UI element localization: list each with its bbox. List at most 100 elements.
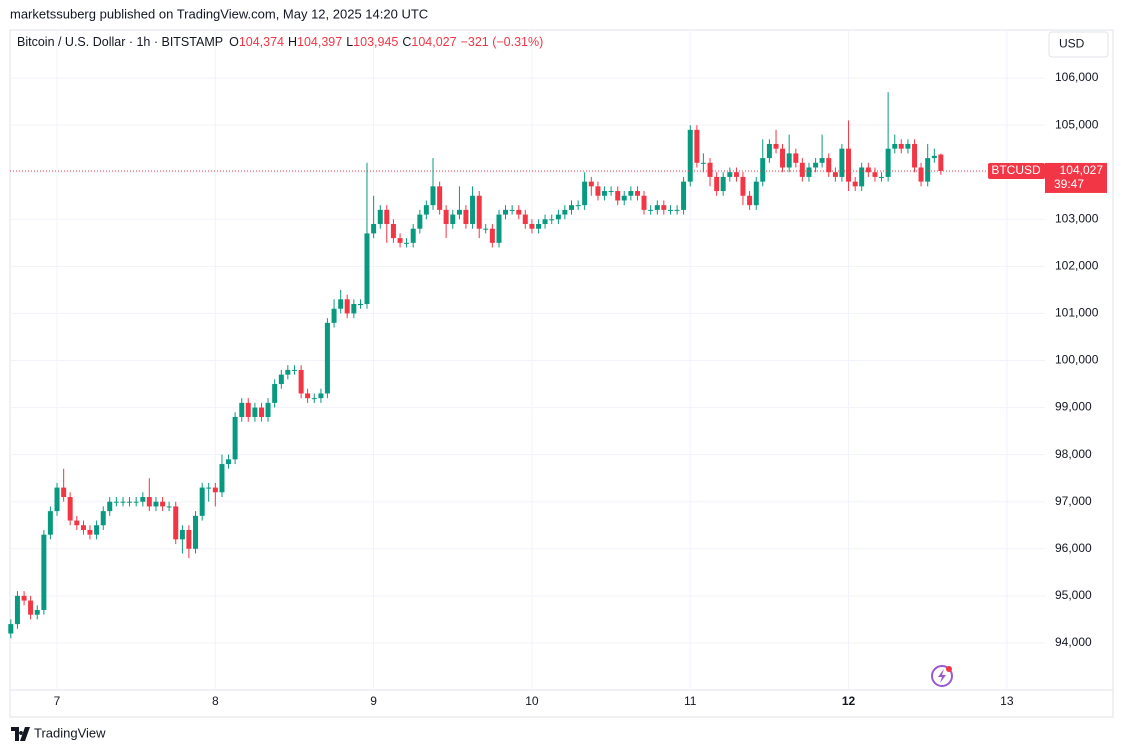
candle-body — [826, 158, 832, 173]
candle-body — [384, 209, 390, 224]
price-tag — [1045, 162, 1107, 193]
candle-body — [67, 497, 73, 521]
grid — [10, 30, 1045, 690]
candle-body — [219, 464, 225, 493]
candle-body — [259, 407, 265, 417]
y-tick-label: 101,000 — [1055, 306, 1099, 320]
candle-body — [667, 209, 673, 211]
candle-body — [252, 407, 258, 417]
candle-body — [318, 393, 324, 399]
candle-body — [133, 501, 139, 503]
candle-body — [635, 191, 641, 196]
candle-body — [212, 487, 218, 493]
chart-border — [9, 29, 1114, 718]
candle-body — [674, 209, 680, 211]
candle-body — [489, 228, 495, 243]
candle-body — [404, 242, 410, 244]
candle-body — [397, 238, 403, 243]
candle-body — [344, 299, 350, 314]
candle-body — [153, 501, 159, 507]
candle-body — [733, 172, 739, 177]
candle-body — [681, 181, 687, 210]
candle-body — [364, 233, 370, 305]
symbol-line: Bitcoin / U.S. Dollar · 1h · BITSTAMP O10… — [17, 35, 543, 49]
candle-body — [173, 506, 179, 540]
candle-body — [522, 214, 528, 224]
candle-body — [351, 304, 357, 314]
candle-body — [34, 609, 40, 615]
candle-body — [377, 209, 383, 224]
candle-body — [166, 506, 172, 508]
candle-body — [542, 219, 548, 224]
candle-body — [516, 209, 522, 215]
candle-body — [859, 167, 865, 187]
candle-body — [628, 191, 634, 196]
candle-body — [28, 600, 34, 615]
candle-body — [21, 595, 27, 601]
candle-body — [410, 228, 416, 243]
candle-body — [199, 487, 205, 516]
candle-body — [107, 501, 113, 512]
candle-body — [94, 525, 100, 535]
candle-body — [483, 228, 489, 230]
candle-body — [186, 529, 192, 549]
candle-body — [371, 223, 377, 234]
ohlc-key: H — [288, 35, 297, 49]
candle-body — [179, 529, 185, 540]
axes: 94,000 95,000 96,000 97,000 98,000 99,000 100,… — [54, 70, 1107, 708]
candle-body — [331, 308, 337, 323]
candle-body — [160, 501, 166, 507]
candle-body — [905, 143, 911, 149]
candle-body — [502, 209, 508, 215]
candle-body — [232, 416, 238, 460]
change: −321 (−0.31%) — [461, 35, 544, 49]
symbol: Bitcoin / U.S. Dollar · 1h · BITSTAMP — [17, 35, 223, 49]
footer-logo — [11, 727, 30, 741]
candle-body — [694, 129, 700, 163]
currency-button[interactable] — [1048, 31, 1109, 58]
y-tick-label: 95,000 — [1055, 588, 1092, 602]
candle-body — [878, 176, 884, 178]
candle-body — [496, 214, 502, 243]
candle-body — [852, 181, 858, 187]
x-tick-label: 9 — [370, 694, 377, 708]
y-tick-label: 105,000 — [1055, 117, 1099, 131]
candle-body — [61, 487, 67, 498]
candle-body — [390, 223, 396, 239]
candle-body — [832, 172, 838, 177]
candle-body — [575, 205, 581, 207]
candle-body — [839, 148, 845, 177]
currency[interactable]: USD — [1059, 37, 1085, 51]
x-tick-label: 10 — [525, 694, 539, 708]
y-tick-label: 94,000 — [1055, 635, 1092, 649]
candle-body — [536, 223, 542, 229]
candle-body — [140, 497, 146, 502]
candle-body — [443, 209, 449, 224]
candle-body — [601, 191, 607, 196]
candle-body — [819, 158, 825, 163]
candle-body — [476, 195, 482, 229]
y-tick-label: 99,000 — [1055, 400, 1092, 414]
y-tick-label: 98,000 — [1055, 447, 1092, 461]
candle-body — [14, 595, 20, 625]
candle-body — [417, 214, 423, 229]
candle-body — [727, 172, 733, 177]
candle-body — [529, 223, 535, 229]
candle-body — [291, 369, 297, 371]
candle-body — [753, 181, 759, 206]
candle-body — [918, 167, 924, 182]
candle-body — [8, 624, 14, 634]
ohlc-key: L — [346, 35, 353, 49]
x-tick-label: 7 — [54, 694, 61, 708]
candle-body — [74, 520, 80, 526]
candle-body — [324, 322, 330, 394]
candle-body — [588, 181, 594, 187]
candle-body — [193, 515, 199, 549]
y-tick-label: 97,000 — [1055, 494, 1092, 508]
candle-body — [720, 176, 726, 192]
candle-body — [456, 209, 462, 215]
candle-body — [892, 143, 898, 149]
candle-body — [595, 186, 601, 196]
candle-body — [912, 143, 918, 168]
